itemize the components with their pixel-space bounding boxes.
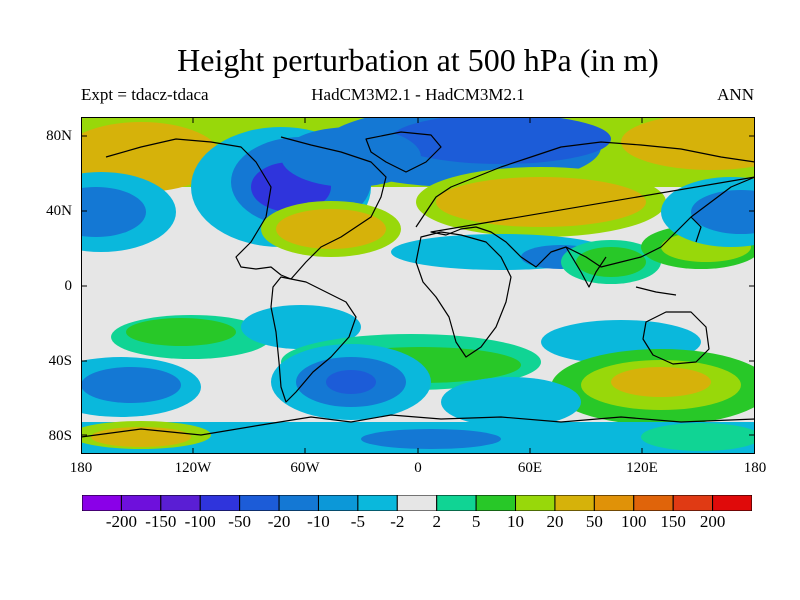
colorbar-label: 5 [471,512,481,531]
colorbar-label: -100 [184,512,216,531]
lon-label-0: 0 [414,460,422,476]
colorbar-swatch [396,495,438,511]
lat-label-80n: 80N [46,128,72,144]
colorbar-label: -50 [228,512,251,531]
season-label: ANN [717,85,754,104]
colorbar-swatch [357,495,398,511]
colorbar-swatch [199,495,241,511]
colorbar-swatch [120,495,162,511]
colorbar-swatch [515,495,556,511]
colorbar-swatch [160,495,201,511]
colorbar-swatch [475,495,517,511]
colorbar-swatch [436,495,477,511]
lon-label-180w: 180 [69,460,93,476]
colorbar-swatch [672,495,714,511]
contour-map [81,117,755,454]
lon-label-120e: 120E [626,460,658,476]
colorbar-label: 150 [660,512,686,531]
coastlines [81,131,755,438]
contour-fill-layer [81,117,755,454]
lat-label-80s: 80S [48,428,72,444]
colorbar-swatch [278,495,319,511]
lon-label-120w: 120W [174,460,212,476]
lon-label-60e: 60E [517,460,543,476]
lat-label-40n: 40N [46,203,72,219]
colorbar-label: -5 [350,512,365,531]
model-comparison-label: HadCM3M2.1 - HadCM3M2.1 [311,85,525,104]
colorbar-swatch [239,495,280,511]
colorbar-label: -200 [105,512,137,531]
experiment-label: Expt = tdacz-tdaca [81,85,209,104]
colorbar-swatch [82,495,122,511]
colorbar-label: 10 [507,512,525,531]
colorbar-swatch [554,495,595,511]
colorbar-swatch [633,495,674,511]
lon-label-180e: 180 [743,460,767,476]
colorbar-label: 20 [546,512,564,531]
colorbar-label: -10 [307,512,330,531]
map-title: Height perturbation at 500 hPa (in m) [177,42,659,78]
colorbar-label: -20 [267,512,291,531]
colorbar-label: 200 [699,512,726,531]
colorbar [82,495,752,511]
colorbar-label: 50 [585,512,603,531]
colorbar-label: 100 [621,512,647,531]
colorbar-label: 2 [432,512,441,531]
colorbar-swatch [317,495,359,511]
colorbar-label: -2 [390,512,405,531]
colorbar-swatch [712,495,752,511]
colorbar-swatch [593,495,635,511]
lat-label-40s: 40S [48,353,72,369]
map-panel [81,117,755,454]
lat-label-0: 0 [64,278,73,294]
colorbar-label: -150 [145,512,177,531]
axis-ticks [81,117,755,454]
lon-label-60w: 60W [290,460,320,476]
